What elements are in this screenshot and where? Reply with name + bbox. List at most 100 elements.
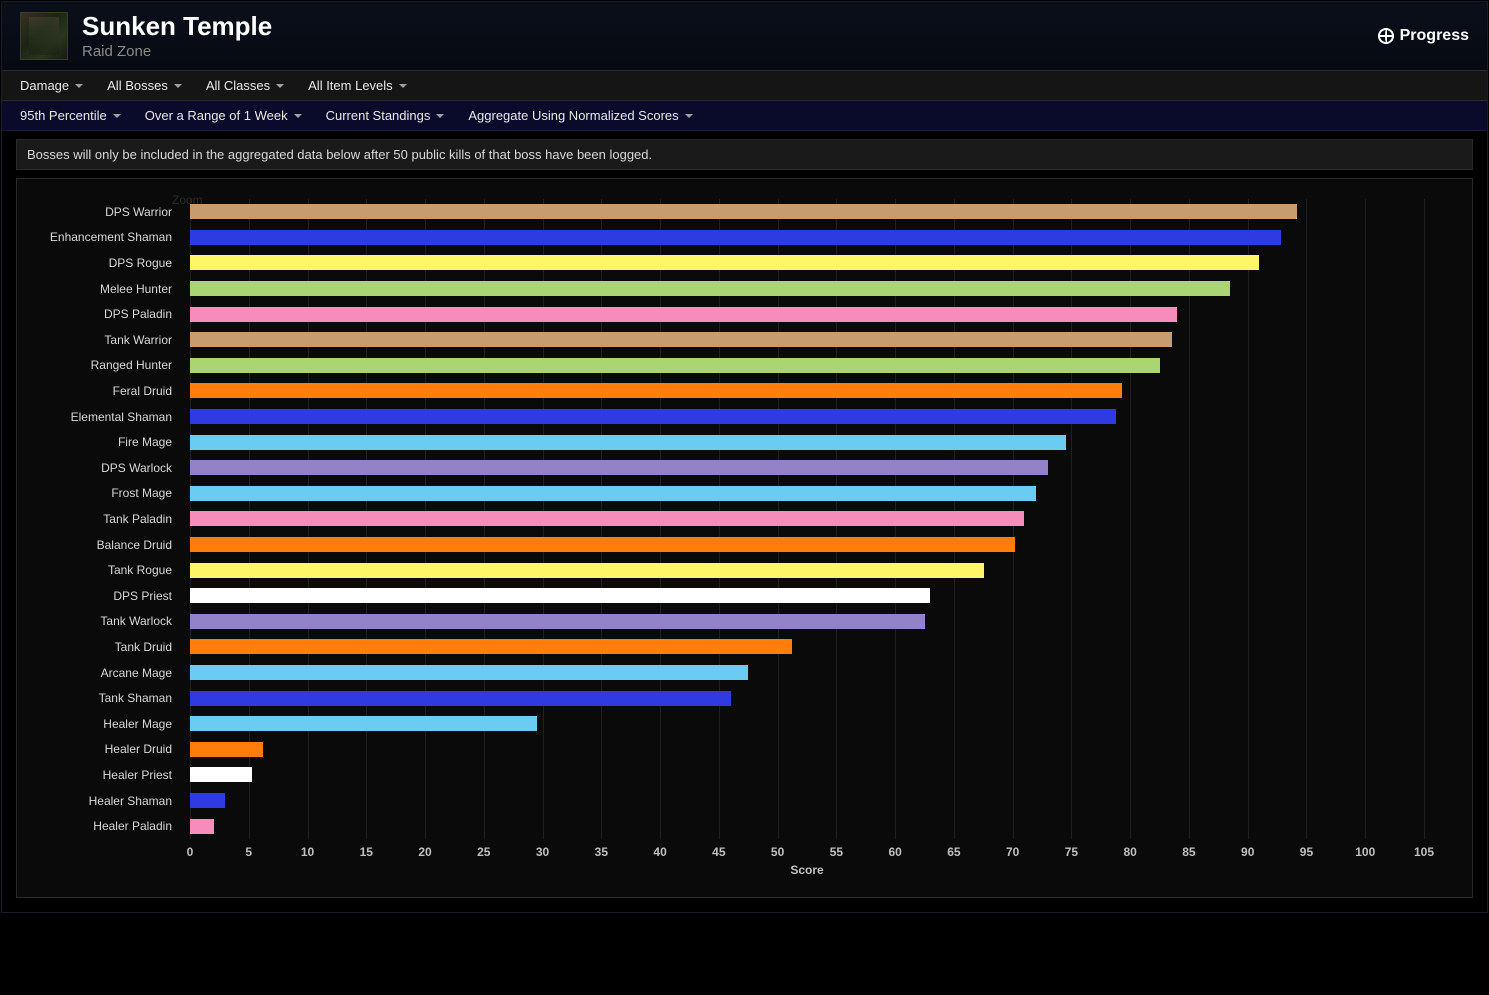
bar-row: DPS Priest (190, 583, 1424, 609)
filter-bar-secondary: 95th Percentile Over a Range of 1 Week Cur… (2, 101, 1487, 131)
chart-container: Zoom Score 05101520253035404550556065707… (16, 178, 1473, 898)
bar-fill[interactable] (190, 767, 252, 782)
gridline (1424, 199, 1425, 839)
filter-secondary-1[interactable]: Over a Range of 1 Week (145, 108, 302, 123)
bar-row: DPS Paladin (190, 301, 1424, 327)
zone-icon (20, 12, 68, 60)
bar-fill[interactable] (190, 281, 1230, 296)
filter-primary-2[interactable]: All Classes (206, 78, 284, 93)
bar-label: Tank Shaman (35, 691, 180, 705)
bar-row: Elemental Shaman (190, 404, 1424, 430)
plot-region: Score 0510152025303540455055606570758085… (190, 199, 1424, 839)
x-tick-label: 50 (771, 845, 784, 859)
bar-fill[interactable] (190, 435, 1066, 450)
bar-fill[interactable] (190, 793, 225, 808)
bar-row: Healer Priest (190, 762, 1424, 788)
filter-primary-3[interactable]: All Item Levels (308, 78, 407, 93)
filter-bar-primary: Damage All Bosses All Classes All Item Leve… (2, 70, 1487, 101)
x-tick-label: 100 (1355, 845, 1375, 859)
bar-fill[interactable] (190, 460, 1048, 475)
bar-fill[interactable] (190, 383, 1122, 398)
x-tick-label: 75 (1065, 845, 1078, 859)
bar-label: Healer Priest (35, 768, 180, 782)
filter-secondary-3[interactable]: Aggregate Using Normalized Scores (468, 108, 692, 123)
bar-label: Enhancement Shaman (35, 230, 180, 244)
bar-row: Tank Druid (190, 634, 1424, 660)
x-tick-label: 35 (595, 845, 608, 859)
x-tick-label: 5 (245, 845, 252, 859)
x-tick-label: 20 (418, 845, 431, 859)
x-tick-label: 40 (653, 845, 666, 859)
x-tick-label: 85 (1182, 845, 1195, 859)
filter-secondary-2[interactable]: Current Standings (326, 108, 445, 123)
bar-fill[interactable] (190, 204, 1297, 219)
bar-row: DPS Warrior (190, 199, 1424, 225)
bar-label: DPS Rogue (35, 256, 180, 270)
progress-link[interactable]: Progress (1378, 27, 1469, 45)
x-tick-label: 0 (187, 845, 194, 859)
bar-fill[interactable] (190, 307, 1177, 322)
bar-fill[interactable] (190, 588, 930, 603)
bar-label: DPS Priest (35, 589, 180, 603)
x-tick-label: 25 (477, 845, 490, 859)
bar-fill[interactable] (190, 358, 1160, 373)
x-axis-title: Score (790, 863, 823, 877)
x-tick-label: 30 (536, 845, 549, 859)
chart-area: Score 0510152025303540455055606570758085… (35, 199, 1454, 879)
progress-link-label: Progress (1400, 27, 1469, 45)
x-tick-label: 45 (712, 845, 725, 859)
bar-row: DPS Warlock (190, 455, 1424, 481)
bar-row: Ranged Hunter (190, 353, 1424, 379)
bar-label: Tank Warlock (35, 614, 180, 628)
bar-fill[interactable] (190, 665, 748, 680)
bar-label: Healer Paladin (35, 819, 180, 833)
bar-row: Feral Druid (190, 378, 1424, 404)
bar-fill[interactable] (190, 742, 263, 757)
bar-label: Feral Druid (35, 384, 180, 398)
bar-fill[interactable] (190, 511, 1024, 526)
bar-fill[interactable] (190, 614, 925, 629)
bar-label: Tank Druid (35, 640, 180, 654)
bar-label: Arcane Mage (35, 666, 180, 680)
bar-fill[interactable] (190, 486, 1036, 501)
bar-label: Tank Paladin (35, 512, 180, 526)
bar-fill[interactable] (190, 691, 731, 706)
bar-label: Tank Rogue (35, 563, 180, 577)
filter-primary-1[interactable]: All Bosses (107, 78, 182, 93)
zone-subtitle: Raid Zone (82, 43, 272, 60)
bar-label: Melee Hunter (35, 282, 180, 296)
bar-row: Healer Paladin (190, 813, 1424, 839)
bar-fill[interactable] (190, 230, 1281, 245)
bar-label: DPS Warrior (35, 205, 180, 219)
x-tick-label: 70 (1006, 845, 1019, 859)
bar-fill[interactable] (190, 255, 1259, 270)
bar-label: Healer Mage (35, 717, 180, 731)
bar-row: Tank Warrior (190, 327, 1424, 353)
bar-fill[interactable] (190, 537, 1015, 552)
bar-label: Frost Mage (35, 486, 180, 500)
bar-label: Balance Druid (35, 538, 180, 552)
bar-fill[interactable] (190, 716, 537, 731)
x-tick-label: 55 (830, 845, 843, 859)
filter-primary-0[interactable]: Damage (20, 78, 83, 93)
bar-row: Healer Mage (190, 711, 1424, 737)
bar-row: Tank Paladin (190, 506, 1424, 532)
bar-fill[interactable] (190, 409, 1116, 424)
bar-row: Melee Hunter (190, 276, 1424, 302)
x-tick-label: 80 (1124, 845, 1137, 859)
x-tick-label: 60 (888, 845, 901, 859)
bar-fill[interactable] (190, 332, 1172, 347)
x-tick-label: 15 (360, 845, 373, 859)
bar-fill[interactable] (190, 563, 984, 578)
x-tick-label: 65 (947, 845, 960, 859)
bar-label: Tank Warrior (35, 333, 180, 347)
filter-secondary-0[interactable]: 95th Percentile (20, 108, 121, 123)
bar-fill[interactable] (190, 819, 214, 834)
notice-bar: Bosses will only be included in the aggr… (16, 139, 1473, 170)
bar-fill[interactable] (190, 639, 792, 654)
x-tick-label: 105 (1414, 845, 1434, 859)
x-tick-label: 95 (1300, 845, 1313, 859)
bar-row: Tank Shaman (190, 685, 1424, 711)
bar-row: Balance Druid (190, 532, 1424, 558)
bar-row: DPS Rogue (190, 250, 1424, 276)
